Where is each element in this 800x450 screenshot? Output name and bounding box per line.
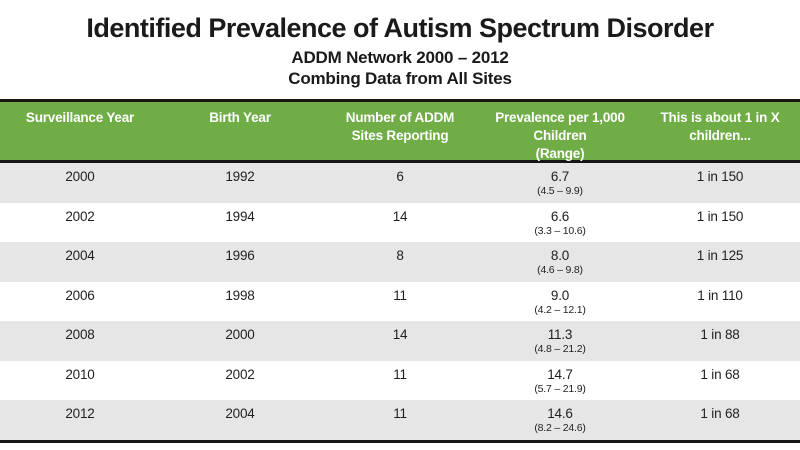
cell-surveillance-year: 2004 xyxy=(65,248,95,263)
cell-sites: 6 xyxy=(396,169,404,184)
subtitle-combing: Combing Data from All Sites xyxy=(288,69,512,88)
cell-about: 1 in 68 xyxy=(700,366,740,382)
cell-prevalence: 9.0 (4.2 – 12.1) xyxy=(480,282,640,322)
prevalence-range: (4.5 – 9.9) xyxy=(537,185,583,197)
header-prevalence: Prevalence per 1,000 Children (Range) xyxy=(495,110,625,161)
cell-birth-year: 2002 xyxy=(225,366,255,382)
cell-about: 1 in 150 xyxy=(696,169,744,184)
cell-sites: 11 xyxy=(393,406,407,421)
title-block: Identified Prevalence of Autism Spectrum… xyxy=(0,0,800,89)
cell-birth-year: 1992 xyxy=(225,169,255,184)
prevalence-range: (5.7 – 21.9) xyxy=(534,382,586,395)
table-row-2004: 2004 1996 8 8.0 (4.6 – 9.8) 1 in 125 xyxy=(0,242,800,282)
subtitle-network: ADDM Network 2000 – 2012 xyxy=(291,48,509,67)
cell-surveillance-year: 2002 xyxy=(65,208,95,224)
cell-about: 1 in 68 xyxy=(700,406,740,421)
prevalence-range: (3.3 – 10.6) xyxy=(534,224,586,237)
table-row-2002: 2002 1994 14 6.6 (3.3 – 10.6) 1 in 150 xyxy=(0,202,800,243)
table-row-2000: 2000 1992 6 6.7 (4.5 – 9.9) 1 in 150 xyxy=(0,163,800,203)
cell-sites: 11 xyxy=(393,366,407,382)
cell-prevalence: 8.0 (4.6 – 9.8) xyxy=(480,242,640,282)
cell-surveillance-year: 2010 xyxy=(65,366,95,382)
prevalence-value: 14.6 xyxy=(547,406,573,421)
prevalence-range: (4.6 – 9.8) xyxy=(537,264,583,276)
prevalence-value: 6.6 xyxy=(550,208,570,224)
prevalence-range: (4.2 – 12.1) xyxy=(534,303,586,316)
table-body: 2000 1992 6 6.7 (4.5 – 9.9) 1 in 150 200… xyxy=(0,163,800,440)
table-row-2012: 2012 2004 11 14.6 (8.2 – 24.6) 1 in 68 xyxy=(0,400,800,440)
page-title: Identified Prevalence of Autism Spectrum… xyxy=(86,13,714,43)
table-row-2008: 2008 2000 14 11.3 (4.8 – 21.2) 1 in 88 xyxy=(0,321,800,361)
prevalence-value: 6.7 xyxy=(550,169,570,184)
table-header-row: Surveillance Year Birth Year Number of A… xyxy=(0,102,800,163)
cell-sites: 11 xyxy=(393,287,407,303)
header-surveillance-year: Surveillance Year xyxy=(25,110,135,125)
cell-prevalence: 6.7 (4.5 – 9.9) xyxy=(480,163,640,203)
prevalence-value: 11.3 xyxy=(547,327,573,342)
cell-sites: 8 xyxy=(396,248,404,263)
cell-prevalence: 11.3 (4.8 – 21.2) xyxy=(480,321,640,361)
cell-prevalence: 14.6 (8.2 – 24.6) xyxy=(480,400,640,440)
prevalence-value: 9.0 xyxy=(550,287,570,303)
cell-birth-year: 2004 xyxy=(225,406,255,421)
cell-about: 1 in 88 xyxy=(700,327,740,342)
header-sites-reporting: Number of ADDM Sites Reporting xyxy=(345,110,455,143)
cell-surveillance-year: 2000 xyxy=(65,169,95,184)
table-row-2010: 2010 2002 11 14.7 (5.7 – 21.9) 1 in 68 xyxy=(0,360,800,401)
cell-sites: 14 xyxy=(392,208,408,224)
cell-sites: 14 xyxy=(392,327,408,342)
prevalence-value: 8.0 xyxy=(550,248,570,263)
cell-surveillance-year: 2006 xyxy=(65,287,95,303)
cell-about: 1 in 150 xyxy=(696,208,744,224)
prevalence-table: Surveillance Year Birth Year Number of A… xyxy=(0,99,800,443)
header-birth-year: Birth Year xyxy=(209,110,271,125)
prevalence-value: 14.7 xyxy=(547,366,573,382)
cell-prevalence: 6.6 (3.3 – 10.6) xyxy=(480,203,640,243)
cell-prevalence: 14.7 (5.7 – 21.9) xyxy=(480,361,640,401)
table-row-2006: 2006 1998 11 9.0 (4.2 – 12.1) 1 in 110 xyxy=(0,281,800,322)
prevalence-range: (4.8 – 21.2) xyxy=(534,343,586,355)
cell-surveillance-year: 2008 xyxy=(65,327,95,342)
cell-about: 1 in 125 xyxy=(696,248,744,263)
cell-birth-year: 2000 xyxy=(225,327,255,342)
cell-about: 1 in 110 xyxy=(697,287,743,303)
cell-birth-year: 1994 xyxy=(225,208,255,224)
cell-birth-year: 1998 xyxy=(225,287,255,303)
prevalence-range: (8.2 – 24.6) xyxy=(534,422,586,434)
cell-surveillance-year: 2012 xyxy=(65,406,95,421)
header-about-1-in-x: This is about 1 in X children... xyxy=(660,110,780,143)
cell-birth-year: 1996 xyxy=(225,248,255,263)
